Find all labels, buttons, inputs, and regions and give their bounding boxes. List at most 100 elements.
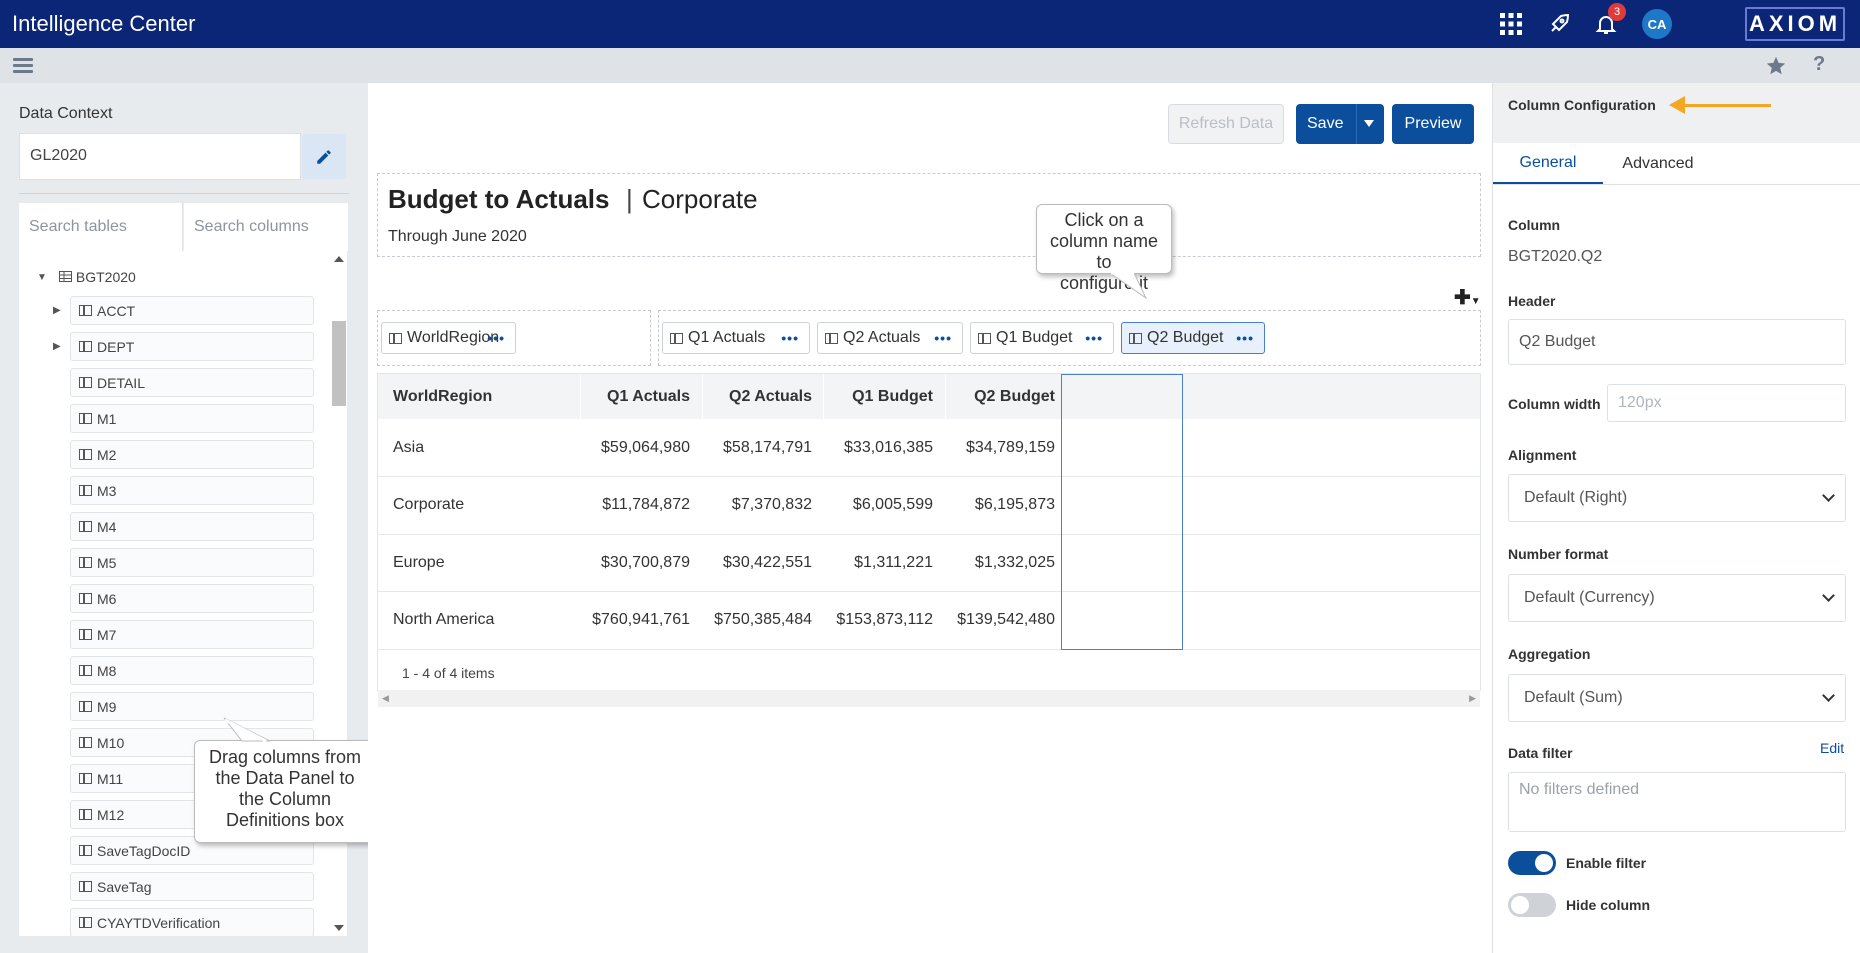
- help-icon[interactable]: ?: [1813, 53, 1826, 75]
- tree-item[interactable]: M8: [70, 656, 314, 685]
- column-header[interactable]: Q2 Actuals: [729, 387, 812, 405]
- add-column-button[interactable]: ✚▼: [1454, 287, 1481, 309]
- tree-item[interactable]: DETAIL: [70, 368, 314, 397]
- report-date: Through June 2020: [388, 228, 527, 245]
- save-button[interactable]: Save: [1296, 104, 1384, 144]
- tree-item-label: M8: [97, 662, 117, 679]
- more-options-icon[interactable]: •••: [487, 330, 505, 346]
- tree-item[interactable]: M7: [70, 620, 314, 649]
- callout-line: Definitions box: [225, 810, 345, 830]
- tab-general[interactable]: General: [1493, 143, 1603, 185]
- panel-title: Column Configuration: [1508, 97, 1656, 113]
- report-title: Budget to Actuals: [388, 184, 610, 214]
- scroll-right-icon[interactable]: ▶: [1469, 693, 1476, 703]
- caret-down-icon[interactable]: ▼: [37, 271, 47, 283]
- data-context-input[interactable]: GL2020: [19, 133, 301, 180]
- column-width-label: Column width: [1508, 396, 1601, 412]
- enable-filter-toggle[interactable]: [1508, 851, 1556, 875]
- scroll-up-icon[interactable]: [334, 256, 344, 262]
- row-definitions-box: WorldRegion •••: [377, 310, 651, 366]
- column-chip[interactable]: Q2 Actuals •••: [817, 322, 963, 354]
- search-tables-input[interactable]: Search tables: [19, 203, 183, 251]
- more-options-icon[interactable]: •••: [934, 330, 952, 346]
- chip-label: Q2 Actuals: [843, 329, 921, 346]
- column-header[interactable]: Q2 Budget: [974, 387, 1055, 405]
- bell-icon[interactable]: 3: [1592, 3, 1626, 38]
- tree-item[interactable]: M5: [70, 548, 314, 577]
- horizontal-scrollbar[interactable]: ◀ ▶: [378, 690, 1480, 707]
- row-label-cell: North America: [393, 611, 495, 628]
- filter-box[interactable]: No filters defined: [1508, 772, 1846, 832]
- edit-filter-link[interactable]: Edit: [1820, 740, 1845, 756]
- report-subtitle: Corporate: [642, 184, 758, 214]
- tree-item[interactable]: M1: [70, 404, 314, 433]
- alignment-select[interactable]: Default (Right): [1508, 474, 1846, 522]
- tree-item[interactable]: CYAYTDVerification: [70, 908, 314, 936]
- tree-item[interactable]: M6: [70, 584, 314, 613]
- column-header[interactable]: Q1 Actuals: [607, 387, 690, 405]
- apps-grid-icon[interactable]: [1497, 10, 1525, 38]
- caret-right-icon[interactable]: ▶: [53, 305, 61, 316]
- scroll-left-icon[interactable]: ◀: [382, 693, 389, 703]
- tree-root[interactable]: ▼ BGT2020: [37, 263, 136, 291]
- column-chip[interactable]: Q1 Actuals •••: [662, 322, 810, 354]
- edit-data-context-button[interactable]: [302, 134, 346, 179]
- tree-item[interactable]: M3: [70, 476, 314, 505]
- aggregation-select[interactable]: Default (Sum): [1508, 674, 1846, 722]
- more-options-icon[interactable]: •••: [1085, 330, 1103, 346]
- tree-item-label: M7: [97, 626, 117, 643]
- scroll-thumb[interactable]: [332, 321, 346, 406]
- column-header[interactable]: Q1 Budget: [852, 387, 933, 405]
- value-cell: $750,385,484: [714, 611, 812, 628]
- row-label-cell: Asia: [393, 438, 425, 456]
- scroll-down-icon[interactable]: [334, 925, 344, 931]
- number-format-select[interactable]: Default (Currency): [1508, 574, 1846, 622]
- search-columns-input[interactable]: Search columns: [184, 203, 348, 251]
- tab-advanced[interactable]: Advanced: [1622, 155, 1694, 172]
- value-cell: $139,542,480: [957, 611, 1055, 628]
- column-value: BGT2020.Q2: [1508, 248, 1603, 265]
- refresh-data-button[interactable]: Refresh Data: [1168, 104, 1284, 144]
- callout-line: column name to: [1049, 231, 1159, 272]
- caret-down-icon[interactable]: [1364, 120, 1374, 127]
- tree-item-label: M12: [97, 806, 125, 823]
- star-icon[interactable]: [1765, 55, 1787, 82]
- tree-item[interactable]: M9: [70, 692, 314, 721]
- divider: [1493, 184, 1860, 185]
- chip-label: Q1 Actuals: [688, 329, 766, 346]
- column-chip-selected[interactable]: Q2 Budget •••: [1121, 322, 1265, 354]
- rocket-icon[interactable]: [1545, 10, 1573, 38]
- table-grid-icon: [58, 269, 72, 285]
- tree-item[interactable]: ACCT: [70, 296, 314, 325]
- column-label: Column: [1508, 217, 1561, 233]
- value-cell: $1,311,221: [854, 553, 933, 571]
- hamburger-icon[interactable]: [13, 58, 33, 74]
- tree-item[interactable]: M4: [70, 512, 314, 541]
- column-icon: [1129, 332, 1142, 344]
- header-input[interactable]: Q2 Budget: [1508, 319, 1846, 365]
- caret-right-icon[interactable]: ▶: [53, 341, 61, 352]
- column-chip[interactable]: Q1 Budget •••: [970, 322, 1114, 354]
- value-cell: $6,005,599: [852, 496, 933, 513]
- more-options-icon[interactable]: •••: [781, 330, 799, 346]
- avatar[interactable]: CA: [1642, 9, 1672, 39]
- tree-item[interactable]: SaveTag: [70, 872, 314, 901]
- data-grid: WorldRegion Q1 Actuals Q2 Actuals Q1 Bud…: [377, 373, 1481, 707]
- divider: [1356, 104, 1357, 144]
- column-width-input[interactable]: 120px: [1607, 384, 1846, 422]
- pencil-icon: [317, 149, 331, 164]
- hide-column-toggle[interactable]: [1508, 893, 1556, 917]
- tree-item-label: M2: [97, 446, 117, 463]
- report-title-box[interactable]: Budget to Actuals | Corporate Through Ju…: [377, 173, 1481, 257]
- tree-item[interactable]: SaveTagDocID: [70, 836, 314, 865]
- preview-button[interactable]: Preview: [1392, 104, 1474, 144]
- value-cell: $1,332,025: [974, 553, 1055, 571]
- column-header[interactable]: WorldRegion: [393, 387, 493, 405]
- tree-item-label: SaveTag: [97, 878, 152, 895]
- tree-item[interactable]: M2: [70, 440, 314, 469]
- app-title: Intelligence Center: [12, 11, 196, 36]
- column-chip[interactable]: WorldRegion •••: [381, 322, 516, 354]
- column-icon: [79, 449, 92, 460]
- tree-item[interactable]: DEPT: [70, 332, 314, 361]
- more-options-icon[interactable]: •••: [1236, 330, 1254, 346]
